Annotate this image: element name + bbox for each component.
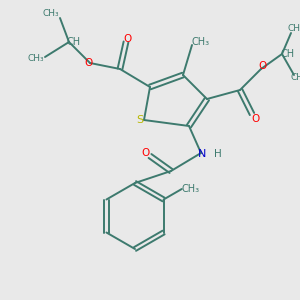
Text: O: O (84, 58, 93, 68)
Text: CH₃: CH₃ (182, 184, 200, 194)
Text: O: O (251, 113, 259, 124)
Text: CH₃: CH₃ (290, 74, 300, 82)
Text: O: O (123, 34, 132, 44)
Text: CH₃: CH₃ (43, 9, 59, 18)
Text: S: S (136, 115, 143, 125)
Text: CH₃: CH₃ (287, 24, 300, 33)
Text: CH₃: CH₃ (192, 37, 210, 47)
Text: H: H (214, 149, 221, 160)
Text: CH: CH (66, 37, 81, 47)
Text: N: N (198, 149, 207, 160)
Text: O: O (141, 148, 150, 158)
Text: CH₃: CH₃ (28, 54, 44, 63)
Text: O: O (258, 61, 267, 71)
Text: CH: CH (281, 49, 295, 59)
